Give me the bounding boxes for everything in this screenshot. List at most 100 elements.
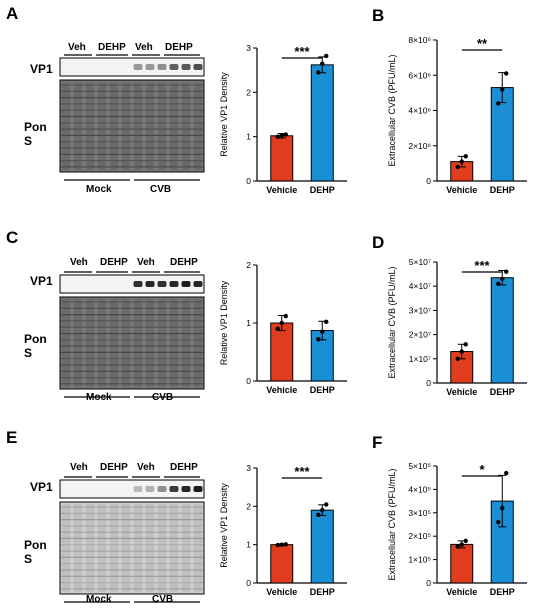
y-tick-label: 0	[426, 378, 431, 388]
y-axis-label: Extracellular CVB (PFU/mL)	[387, 468, 397, 580]
y-tick-label: 2	[246, 501, 251, 511]
pons-lane	[194, 299, 202, 387]
data-point	[459, 349, 464, 354]
blot-label-mock: Mock	[86, 594, 112, 605]
pons-strip	[59, 79, 205, 173]
panel-letter-e: E	[6, 428, 18, 447]
pons-strip	[59, 501, 205, 595]
bar-chart-b: 0 2×10⁶ 4×10⁶ 6×10⁶ 8×10⁶ Extracellular CVB (…	[387, 35, 527, 195]
y-tick-label: 8×10⁶	[408, 35, 431, 45]
pons-lane	[86, 82, 94, 170]
vp1-band	[169, 486, 179, 492]
data-point	[455, 544, 460, 549]
data-point	[496, 281, 501, 286]
y-tick-label: 1×10⁷	[409, 354, 431, 364]
blot-label-dehp-2: DEHP	[165, 42, 193, 53]
vp1-band	[181, 64, 191, 70]
vp1-strip	[59, 274, 205, 294]
y-axis-label: Relative VP1 Density	[219, 280, 229, 365]
pons-strip	[59, 296, 205, 390]
pons-lane	[98, 299, 106, 387]
data-point	[459, 159, 464, 164]
y-tick-label: 2×10⁶	[408, 141, 431, 151]
data-point	[504, 71, 509, 76]
y-tick-label: 0	[246, 376, 251, 386]
pons-lane	[158, 82, 166, 170]
data-point	[320, 507, 325, 513]
data-point	[500, 87, 505, 92]
significance-label: **	[477, 36, 488, 51]
y-tick-label: 3	[246, 463, 251, 473]
blot-label-dehp-1: DEHP	[100, 462, 128, 473]
pons-lane	[134, 82, 142, 170]
x-label-vehicle: Vehicle	[266, 587, 297, 597]
data-point	[496, 519, 501, 525]
bar-vehicle	[270, 322, 294, 382]
pons-lane	[182, 299, 190, 387]
vp1-band	[157, 281, 167, 287]
vp1-band	[169, 64, 179, 70]
data-point	[500, 505, 505, 511]
x-label-dehp: DEHP	[490, 587, 515, 597]
blot-image-e	[59, 476, 205, 603]
data-point	[275, 326, 280, 331]
pons-lane	[74, 504, 82, 592]
blot-label-cvb: CVB	[152, 594, 174, 605]
data-point	[504, 269, 509, 274]
x-label-vehicle: Vehicle	[446, 587, 477, 597]
pons-lane	[62, 299, 70, 387]
significance-label: ***	[294, 464, 310, 479]
panel-letter-b: B	[372, 6, 385, 25]
x-label-dehp: DEHP	[310, 185, 335, 195]
blot-label-cvb: CVB	[150, 184, 172, 195]
y-tick-label: 0	[426, 176, 431, 186]
row-label-vp1: VP1	[30, 62, 53, 76]
blot-label-veh-2: Veh	[135, 42, 153, 53]
data-point	[324, 319, 329, 325]
y-axis-label: Extracellular CVB (PFU/mL)	[387, 54, 397, 166]
vp1-band	[193, 486, 203, 492]
bar-dehp	[310, 509, 334, 584]
significance-label: ***	[474, 258, 490, 273]
y-tick-label: 0	[426, 578, 431, 588]
y-tick-label: 2×10⁷	[409, 330, 431, 340]
bar-chart-a: 0 1 2 3 Relative VP1 Density Vehicle DEHP ***	[219, 43, 347, 195]
y-tick-label: 1	[246, 318, 251, 328]
pons-lane	[146, 299, 154, 387]
y-tick-label: 3×10⁵	[408, 508, 431, 518]
x-label-vehicle: Vehicle	[446, 185, 477, 195]
data-point	[279, 542, 284, 547]
pons-lane	[122, 82, 130, 170]
x-label-dehp: DEHP	[310, 385, 335, 395]
data-point	[320, 61, 325, 66]
data-point	[283, 132, 288, 137]
bar-vehicle	[270, 544, 294, 584]
vp1-strip	[59, 479, 205, 499]
pons-lane	[170, 299, 178, 387]
pons-lane	[122, 504, 130, 592]
bar-dehp	[490, 277, 514, 384]
data-point	[500, 276, 505, 282]
pons-lane	[134, 504, 142, 592]
panel-letter-f: F	[372, 433, 383, 452]
bar-vehicle	[270, 135, 294, 182]
data-point	[316, 337, 321, 342]
blot-label-veh-1: Veh	[68, 42, 86, 53]
data-point	[459, 542, 464, 547]
pons-lane	[86, 299, 94, 387]
pons-lane	[158, 299, 166, 387]
y-tick-label: 2×10⁵	[408, 531, 431, 541]
row-label-pon-s: Pon S	[24, 538, 47, 566]
blot-label-veh-2: Veh	[137, 257, 155, 268]
data-point	[324, 53, 329, 59]
pons-lane	[98, 504, 106, 592]
y-tick-label: 2	[246, 260, 251, 270]
y-axis-label: Relative VP1 Density	[219, 72, 229, 157]
blot-label-veh-1: Veh	[70, 462, 88, 473]
vp1-band	[133, 486, 143, 492]
vp1-strip	[59, 57, 205, 77]
data-point	[324, 502, 329, 507]
pons-lane	[170, 82, 178, 170]
pons-lane	[98, 82, 106, 170]
y-tick-label: 4×10⁵	[408, 484, 431, 494]
